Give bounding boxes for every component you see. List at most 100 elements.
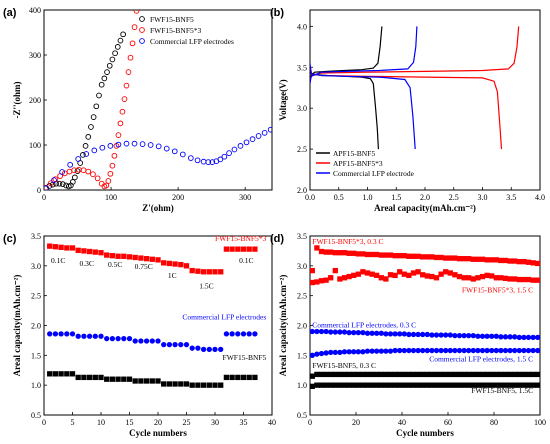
data-point-2 xyxy=(507,334,513,340)
data-point-1 xyxy=(94,175,101,182)
data-point-0 xyxy=(74,168,81,174)
series-line-discharge xyxy=(310,65,503,150)
data-point-2 xyxy=(200,158,207,165)
x-axis-label: Areal capacity(mAh.cm⁻²) xyxy=(374,203,476,213)
data-point-5 xyxy=(314,382,320,388)
data-point-2 xyxy=(420,331,426,338)
data-point-0 xyxy=(420,254,426,260)
data-point-1 xyxy=(323,277,329,283)
data-point-2 xyxy=(107,143,114,149)
y-tick-label: 200 xyxy=(29,96,41,105)
data-point-2 xyxy=(424,331,430,338)
data-point-5 xyxy=(369,382,375,388)
data-point-0 xyxy=(328,249,334,255)
data-point-0 xyxy=(429,254,435,260)
data-point-3 xyxy=(484,347,490,354)
data-point-0 xyxy=(56,180,63,187)
x-tick-label: 100 xyxy=(105,193,117,202)
data-point-4 xyxy=(392,371,398,378)
data-point-2 xyxy=(143,378,150,384)
data-point-3 xyxy=(433,347,440,354)
data-point-5 xyxy=(351,382,357,388)
data-point-0 xyxy=(415,253,421,259)
data-point-4 xyxy=(456,371,463,378)
data-point-1 xyxy=(172,341,178,348)
data-point-1 xyxy=(98,333,104,339)
data-point-2 xyxy=(163,145,170,152)
x-axis-label: Cycle numbers xyxy=(129,428,187,438)
data-point-2 xyxy=(172,381,178,387)
data-point-2 xyxy=(52,371,59,377)
series-label: FWF15-BNF5, 0.3 C xyxy=(312,361,376,370)
data-point-2 xyxy=(223,374,230,381)
x-tick-label: 0 xyxy=(308,418,312,427)
x-tick-label: 2.0 xyxy=(420,193,430,202)
data-point-2 xyxy=(314,328,320,335)
data-point-0 xyxy=(235,246,241,252)
data-point-3 xyxy=(521,347,527,354)
data-point-1 xyxy=(328,275,334,281)
data-point-5 xyxy=(456,382,463,388)
data-point-2 xyxy=(387,331,394,337)
data-point-1 xyxy=(530,277,536,283)
data-point-2 xyxy=(155,143,162,150)
data-point-1 xyxy=(369,271,375,277)
data-point-0 xyxy=(240,246,247,252)
data-point-1 xyxy=(117,120,124,127)
data-point-1 xyxy=(489,273,495,279)
data-point-4 xyxy=(475,371,481,378)
data-point-2 xyxy=(470,332,476,339)
data-point-1 xyxy=(189,345,195,351)
data-point-1 xyxy=(47,180,54,187)
data-point-2 xyxy=(212,382,218,388)
data-point-4 xyxy=(314,371,320,378)
data-point-3 xyxy=(378,348,384,354)
data-point-0 xyxy=(96,92,102,99)
data-point-1 xyxy=(466,275,472,281)
data-point-0 xyxy=(85,134,92,140)
data-point-3 xyxy=(328,349,334,355)
data-point-1 xyxy=(105,178,112,184)
panel-label: (a) xyxy=(3,7,17,19)
y-tick-label: 1.0 xyxy=(31,381,41,390)
y-axis-label: -Z''(ohm) xyxy=(12,81,22,118)
data-point-5 xyxy=(341,382,348,388)
data-point-1 xyxy=(406,272,412,279)
data-point-1 xyxy=(121,335,127,342)
x-tick-label: 1.5 xyxy=(391,193,401,202)
y-axis-label: Areal capacity(mAh.cm⁻²) xyxy=(278,275,288,377)
data-point-0 xyxy=(81,248,87,254)
data-point-5 xyxy=(424,382,430,388)
data-point-1 xyxy=(121,96,128,102)
data-point-1 xyxy=(424,273,430,279)
data-point-0 xyxy=(155,257,161,263)
data-point-4 xyxy=(406,371,412,378)
data-point-3 xyxy=(475,347,481,354)
data-point-2 xyxy=(243,139,250,146)
data-point-2 xyxy=(383,331,389,337)
data-point-4 xyxy=(498,371,504,378)
data-point-1 xyxy=(149,338,155,344)
data-point-5 xyxy=(397,382,403,388)
data-point-0 xyxy=(383,252,389,258)
data-point-5 xyxy=(346,382,352,388)
data-point-4 xyxy=(438,371,444,378)
y-axis-label: Areal capacity(mAh.cm⁻²) xyxy=(12,275,22,377)
data-point-0 xyxy=(521,259,527,265)
data-point-1 xyxy=(155,338,161,344)
data-point-2 xyxy=(115,376,121,382)
rate-annotation: 0.1C xyxy=(51,256,65,265)
data-point-1 xyxy=(125,69,132,75)
data-point-1 xyxy=(337,276,343,282)
series-label: FWF15-BNF5*3 xyxy=(215,234,267,243)
y-tick-label: 0 xyxy=(37,186,41,195)
data-point-0 xyxy=(475,256,481,262)
data-point-2 xyxy=(310,328,315,335)
data-points xyxy=(310,245,540,390)
legend-entry: Commercial LFP electrode xyxy=(333,169,415,178)
data-point-5 xyxy=(332,382,338,388)
data-point-2 xyxy=(530,334,536,341)
panel-3: 0 20 40 60 80 100 0.5 1.0 1.5 2.0 2.5 3.0 3.5 Cycle n… xyxy=(270,232,546,438)
data-point-0 xyxy=(88,124,94,130)
data-point-5 xyxy=(387,382,394,388)
